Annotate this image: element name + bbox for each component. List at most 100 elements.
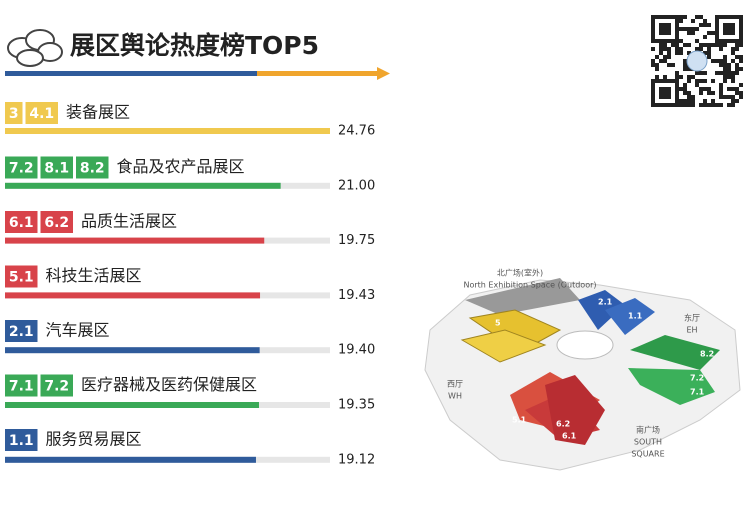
qr-cell (719, 103, 723, 107)
qr-cell (707, 47, 711, 51)
hall-label: 5.1 (512, 416, 527, 425)
hall-tag-label: 6.1 (9, 215, 34, 231)
qr-cell (679, 39, 683, 43)
bar (5, 237, 265, 244)
qr-cell (659, 59, 663, 63)
qr-cell (655, 103, 659, 107)
qr-cell (695, 79, 699, 83)
qr-cell (651, 83, 655, 87)
qr-cell (723, 71, 727, 75)
qr-cell (659, 43, 663, 47)
qr-cell (739, 43, 743, 47)
map-label: 西厅 (447, 380, 463, 389)
qr-cell (739, 35, 743, 39)
qr-cell (675, 95, 679, 99)
qr-cell (687, 95, 691, 99)
qr-cell (651, 19, 655, 23)
qr-cell (687, 79, 691, 83)
qr-cell (699, 103, 703, 107)
qr-cell (703, 99, 707, 103)
qr-cell (687, 91, 691, 95)
qr-cell (735, 63, 739, 67)
qr-cell (667, 47, 671, 51)
qr-cell (659, 15, 663, 19)
qr-cell (739, 67, 743, 71)
qr-cell (723, 43, 727, 47)
qr-cell (651, 35, 655, 39)
qr-cell (727, 67, 731, 71)
qr-cell (687, 27, 691, 31)
hall-tag-label: 5.1 (9, 270, 34, 286)
qr-cell (683, 59, 687, 63)
qr-cell (663, 43, 667, 47)
qr-cell (703, 51, 707, 55)
qr-cell (727, 87, 731, 91)
qr-cell (735, 39, 739, 43)
hall-tag-label: 4.1 (29, 106, 54, 122)
qr-cell (667, 39, 671, 43)
map-label: EH (686, 326, 697, 335)
title: 展区舆论热度榜TOP5 (70, 31, 319, 60)
qr-cell (651, 27, 655, 31)
zone-name: 装备展区 (66, 103, 130, 122)
hall-tag-label: 8.2 (80, 161, 105, 177)
map-label: 北广场(室外) (497, 268, 543, 278)
hall-label: 6.1 (562, 432, 577, 441)
qr-cell (667, 103, 671, 107)
qr-cell (723, 95, 727, 99)
qr-cell (735, 91, 739, 95)
qr-cell (707, 103, 711, 107)
qr-cell (735, 71, 739, 75)
qr-cell (715, 103, 719, 107)
qr-cell (739, 27, 743, 31)
qr-cell (663, 103, 667, 107)
hall-tag (25, 102, 58, 124)
qr-cell (699, 15, 703, 19)
qr-cell (739, 95, 743, 99)
qr-logo (686, 50, 708, 72)
qr-cell (691, 99, 695, 103)
qr-cell (699, 23, 703, 27)
qr-cell (651, 15, 655, 19)
bar (5, 128, 330, 134)
bar (5, 402, 259, 408)
qr-cell (703, 71, 707, 75)
qr-cell (719, 59, 723, 63)
qr-cell (687, 103, 691, 107)
qr-cell (663, 39, 667, 43)
qr-cell (683, 63, 687, 67)
qr-cell (675, 87, 679, 91)
qr-cell (735, 67, 739, 71)
qr-cell (699, 91, 703, 95)
qr-cell (719, 43, 723, 47)
qr-cell (663, 75, 667, 79)
qr-cell (731, 39, 735, 43)
value-label: 21.00 (338, 178, 375, 193)
icon (7, 29, 63, 67)
hall-tag-label: 3 (9, 106, 19, 122)
qr-cell (675, 27, 679, 31)
qr-cell (719, 71, 723, 75)
zone-name: 科技生活展区 (46, 266, 142, 285)
qr-cell (703, 87, 707, 91)
zone-name: 品质生活展区 (81, 212, 177, 231)
qr-cell (691, 75, 695, 79)
hall-tag-label: 1.1 (9, 433, 34, 449)
qr-cell (715, 71, 719, 75)
qr-cell (735, 15, 739, 19)
qr-cell (671, 15, 675, 19)
qr-cell (719, 47, 723, 51)
qr-cell (683, 99, 687, 103)
qr-cell (703, 103, 707, 107)
qr-cell (711, 103, 715, 107)
title-underline (257, 71, 377, 76)
qr-cell (699, 71, 703, 75)
qr-cell (719, 83, 723, 87)
bar (5, 456, 256, 463)
qr-cell (675, 91, 679, 95)
qr-cell (711, 31, 715, 35)
qr-cell (675, 71, 679, 75)
value-label: 24.76 (338, 124, 375, 139)
qr-cell (731, 51, 735, 55)
